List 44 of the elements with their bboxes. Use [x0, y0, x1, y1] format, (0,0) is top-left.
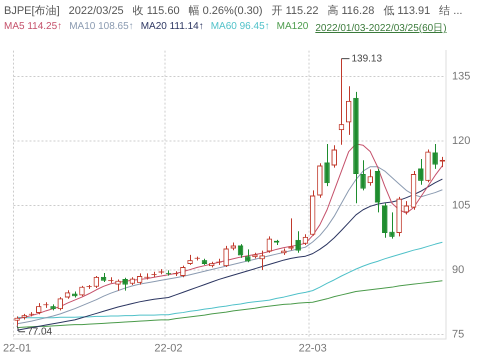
- candlestick: [115, 278, 121, 292]
- candlestick: [58, 296, 64, 311]
- chart-title: BJPE[布油]: [4, 5, 60, 17]
- text: 结 ...: [439, 5, 462, 17]
- text: MA60 96.45↑: [210, 21, 270, 34]
- candlestick: [187, 254, 193, 266]
- candlestick: [346, 86, 352, 136]
- candlestick: [223, 245, 229, 268]
- text: 2022/03/25: [68, 5, 124, 17]
- y-tick-label: 105: [452, 199, 470, 212]
- x-tick-label: 22-01: [2, 342, 32, 354]
- candlestick: [360, 160, 366, 191]
- text: MA10 108.65↑: [69, 21, 134, 34]
- y-tick-label: 120: [452, 134, 470, 147]
- candlestick: [368, 168, 374, 186]
- text: 开 115.22: [272, 5, 318, 17]
- x-tick-label: 22-03: [298, 342, 327, 354]
- annotation: 77.04: [27, 326, 53, 338]
- y-tick-label: 135: [452, 70, 470, 82]
- text: MA5 114.25↑: [4, 21, 62, 34]
- text: MA120: [276, 21, 308, 34]
- candlestick: [296, 230, 301, 254]
- candlestick: [180, 265, 186, 278]
- text: 高 116.28: [327, 5, 374, 17]
- candlestick: [14, 316, 20, 326]
- chart-subtitle: 2022/01/03-2022/03/25(60日): [315, 22, 447, 35]
- text: 收 115.60: [132, 5, 180, 17]
- annotation: 139.13: [351, 53, 382, 64]
- candlestick: [302, 234, 308, 246]
- text: 低 113.91: [383, 5, 430, 17]
- candlestick: [418, 158, 424, 186]
- text: MA20 111.14↑: [140, 21, 204, 34]
- candlestick: [432, 143, 438, 170]
- candlestick: [332, 144, 337, 168]
- candlestick: [266, 236, 272, 254]
- candlestick: [122, 277, 128, 292]
- candlestick: [389, 212, 395, 240]
- candlestick: [324, 143, 330, 187]
- x-tick-label: 22-02: [154, 342, 183, 354]
- y-tick-label: 90: [452, 264, 464, 276]
- text: 幅 0.26%(0.30): [188, 5, 263, 17]
- candlestick: [94, 276, 100, 289]
- y-tick-label: 75: [452, 328, 464, 341]
- candlestick: [245, 248, 250, 263]
